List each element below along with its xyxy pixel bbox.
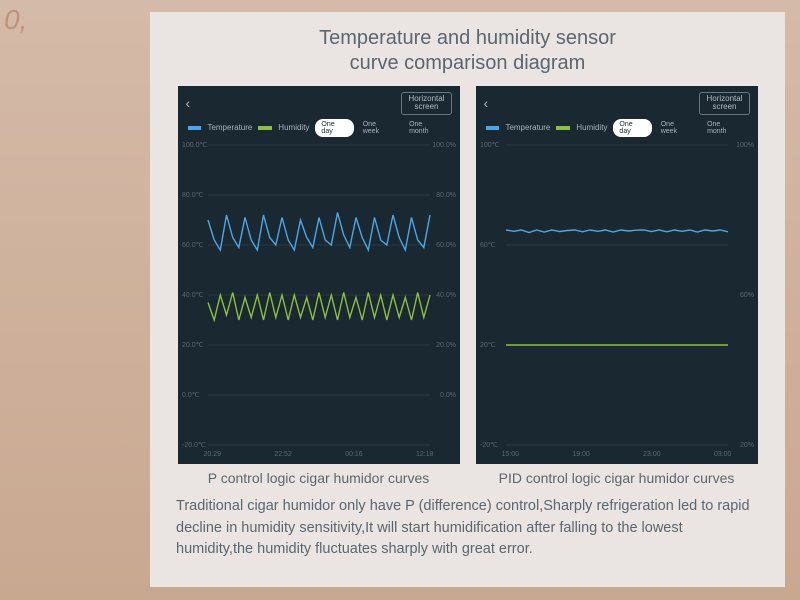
time-range-pills: One day One week One month — [613, 119, 747, 137]
svg-text:80.0%: 80.0% — [436, 192, 456, 199]
svg-text:80.0℃: 80.0℃ — [182, 192, 204, 199]
legend-temp-label: Temperature — [207, 123, 252, 132]
svg-text:20%: 20% — [739, 442, 753, 449]
svg-text:60%: 60% — [739, 292, 753, 299]
svg-text:-20.0℃: -20.0℃ — [182, 442, 206, 449]
left-chart-area: 100.0℃ 80.0℃ 60.0℃ 40.0℃ 20.0℃ 0.0℃ -20.0℃ 100.… — [178, 141, 460, 449]
x-tick-label: 19:00 — [572, 451, 590, 458]
right-legend-row: Temperature Humidity One day One week On… — [476, 119, 758, 141]
x-tick-label: 22:52 — [274, 451, 292, 458]
panels-row: ‹ Horizontalscreen Temperature Humidity … — [172, 86, 763, 464]
main-card: Temperature and humidity sensor curve co… — [150, 12, 785, 587]
svg-text:60.0℃: 60.0℃ — [182, 242, 204, 249]
pill-one-month[interactable]: One month — [701, 119, 747, 137]
svg-text:100.0℃: 100.0℃ — [182, 142, 208, 149]
corner-decoration: 0, — [4, 4, 27, 36]
back-icon[interactable]: ‹ — [186, 95, 191, 111]
right-panel-header: ‹ Horizontalscreen — [476, 86, 758, 119]
pill-one-day[interactable]: One day — [315, 119, 353, 137]
legend-hum-label: Humidity — [576, 123, 607, 132]
svg-text:100.0%: 100.0% — [432, 142, 456, 149]
svg-text:100℃: 100℃ — [480, 142, 500, 149]
x-tick-label: 23:00 — [643, 451, 661, 458]
x-tick-label: 03:00 — [714, 451, 732, 458]
svg-text:20.0℃: 20.0℃ — [182, 342, 204, 349]
x-tick-label: 15:00 — [502, 451, 520, 458]
svg-text:0.0%: 0.0% — [440, 392, 456, 399]
legend-hum-label: Humidity — [278, 123, 309, 132]
svg-text:-20℃: -20℃ — [480, 442, 498, 449]
description-text: Traditional cigar humidor only have P (d… — [172, 496, 763, 561]
page-title: Temperature and humidity sensor curve co… — [172, 26, 763, 76]
pill-one-week[interactable]: One week — [357, 119, 400, 137]
svg-text:60℃: 60℃ — [480, 242, 496, 249]
humidity-swatch-icon — [258, 126, 272, 130]
left-panel-caption: P control logic cigar humidor curves — [178, 470, 460, 486]
svg-text:20℃: 20℃ — [480, 342, 496, 349]
time-range-pills: One day One week One month — [315, 119, 449, 137]
right-chart-area: 100℃ 60℃ 20℃ -20℃ 100% 60% 20% — [476, 141, 758, 449]
left-x-labels: 20:29 22:52 00:16 12:18 — [178, 449, 460, 464]
left-panel: ‹ Horizontalscreen Temperature Humidity … — [178, 86, 460, 464]
back-icon[interactable]: ‹ — [484, 95, 489, 111]
temp-swatch-icon — [188, 126, 202, 130]
legend-temp-label: Temperature — [505, 123, 550, 132]
x-tick-label: 12:18 — [416, 451, 434, 458]
svg-text:60.0%: 60.0% — [436, 242, 456, 249]
title-line-2: curve comparison diagram — [350, 52, 586, 74]
temp-swatch-icon — [486, 126, 500, 130]
right-panel-caption: PID control logic cigar humidor curves — [476, 470, 758, 486]
svg-text:40.0℃: 40.0℃ — [182, 292, 204, 299]
x-tick-label: 20:29 — [204, 451, 222, 458]
humidity-swatch-icon — [556, 126, 570, 130]
left-legend-row: Temperature Humidity One day One week On… — [178, 119, 460, 141]
svg-text:40.0%: 40.0% — [436, 292, 456, 299]
svg-text:0.0℃: 0.0℃ — [182, 392, 200, 399]
right-x-labels: 15:00 19:00 23:00 03:00 — [476, 449, 758, 464]
pill-one-month[interactable]: One month — [403, 119, 449, 137]
svg-text:100%: 100% — [736, 142, 754, 149]
right-panel: ‹ Horizontalscreen Temperature Humidity … — [476, 86, 758, 464]
x-tick-label: 00:16 — [345, 451, 363, 458]
svg-text:20.0%: 20.0% — [436, 342, 456, 349]
horizontal-screen-button[interactable]: Horizontalscreen — [699, 92, 749, 115]
left-panel-header: ‹ Horizontalscreen — [178, 86, 460, 119]
title-line-1: Temperature and humidity sensor — [319, 27, 616, 49]
horizontal-screen-button[interactable]: Horizontalscreen — [401, 92, 451, 115]
caption-row: P control logic cigar humidor curves PID… — [172, 464, 763, 486]
pill-one-day[interactable]: One day — [613, 119, 651, 137]
pill-one-week[interactable]: One week — [655, 119, 698, 137]
